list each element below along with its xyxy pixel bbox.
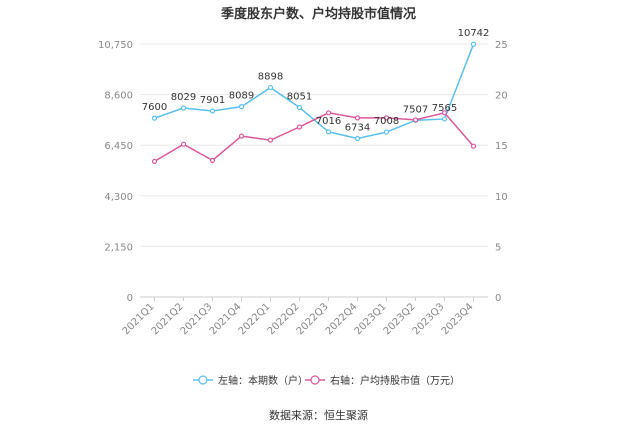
data-label: 6734	[345, 123, 370, 134]
left-series-point	[151, 115, 158, 121]
legend-item[interactable]: 右轴：户均持股市值（万元）	[305, 374, 460, 387]
data-label: 7565	[432, 103, 457, 114]
legend-item[interactable]: 左轴：本期数（户）	[193, 374, 308, 387]
right-series-point	[238, 133, 245, 139]
legend[interactable]: 左轴：本期数（户） 右轴：户均持股市值（万元）	[193, 374, 460, 387]
legend-marker	[198, 375, 208, 385]
right-series-point	[412, 117, 419, 123]
left-series-point	[209, 108, 216, 114]
left-series-line	[154, 43, 475, 140]
right-series-point	[267, 137, 274, 143]
right-series-point	[180, 141, 187, 147]
data-label: 8051	[287, 92, 312, 103]
right-axis-tick-label: 25	[495, 40, 508, 51]
data-label: 7008	[374, 116, 399, 127]
data-label: 10742	[458, 28, 490, 39]
data-label: 8898	[258, 72, 283, 83]
left-axis-tick-label: 2,150	[104, 242, 133, 253]
right-series-point	[354, 115, 361, 121]
left-axis-tick-label: 0	[127, 293, 133, 304]
legend-label: 左轴：本期数（户）	[218, 374, 308, 387]
data-label: 7600	[142, 102, 167, 113]
left-series-point	[180, 105, 187, 111]
legend-marker	[310, 375, 320, 385]
left-series-point	[296, 104, 303, 111]
right-axis-tick-label: 10	[495, 192, 508, 203]
right-series-point	[441, 110, 448, 116]
legend-label: 右轴：户均持股市值（万元）	[330, 374, 460, 387]
data-label: 7901	[200, 95, 225, 106]
right-series-line	[154, 111, 475, 163]
series-layer	[151, 41, 477, 164]
right-axis-tick-label: 15	[495, 141, 508, 152]
right-axis-tick-label: 0	[495, 293, 501, 304]
left-axis-tick-label: 10,750	[98, 40, 133, 51]
left-series-point	[441, 116, 448, 122]
left-series-point	[354, 135, 361, 142]
right-axis-tick-label: 20	[495, 91, 508, 102]
left-axis-tick-label: 8,600	[104, 91, 133, 102]
left-series-point	[325, 129, 332, 135]
left-series-point	[238, 104, 245, 110]
data-label-layer: 7600 8029 7901 8089 8898 8051 7016 6734 7008 7507…	[142, 28, 490, 133]
left-series-point	[470, 41, 477, 47]
data-label: 8029	[171, 92, 196, 103]
chart-title: 季度股东户数、户均持股市值情况	[220, 7, 416, 22]
right-series-point	[325, 110, 332, 116]
grid-layer	[140, 43, 488, 298]
right-series-point	[470, 143, 477, 149]
right-series-point	[296, 124, 303, 130]
right-series-point	[151, 158, 158, 164]
data-label: 7016	[316, 116, 341, 127]
data-label: 8089	[229, 91, 254, 102]
axis-layer: 0 0 2,150 5 4,300 10 6,450 15 8,600 20 10,750 25 202…	[98, 40, 508, 337]
x-axis-tick-label: 2023Q4	[440, 301, 476, 337]
right-series-point	[209, 157, 216, 163]
left-series-point	[383, 129, 390, 135]
left-axis-tick-label: 6,450	[104, 141, 133, 152]
data-label: 7507	[403, 104, 428, 115]
left-series-point	[267, 84, 274, 91]
source-note: 数据来源：恒生聚源	[269, 409, 368, 422]
right-axis-tick-label: 5	[495, 242, 501, 253]
left-axis-tick-label: 4,300	[104, 192, 133, 203]
right-series-point	[383, 115, 390, 121]
